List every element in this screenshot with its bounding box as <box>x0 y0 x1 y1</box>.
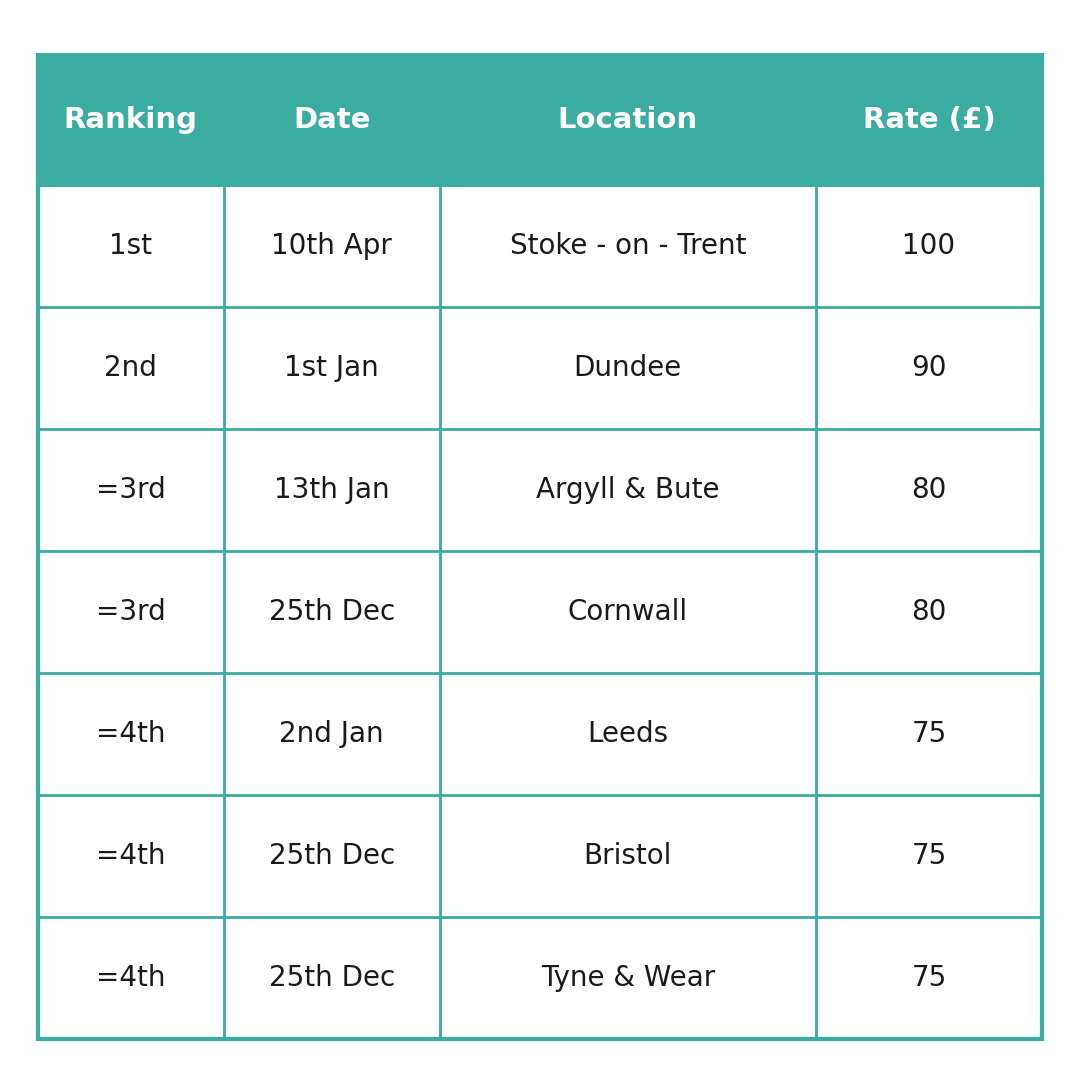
Text: 75: 75 <box>912 964 947 993</box>
Text: 100: 100 <box>903 232 956 260</box>
Text: 80: 80 <box>912 476 947 504</box>
Text: 75: 75 <box>912 842 947 870</box>
Text: Rate (£): Rate (£) <box>863 106 996 134</box>
Text: Leeds: Leeds <box>588 720 669 748</box>
Text: Date: Date <box>293 106 370 134</box>
Bar <box>38 917 1042 1039</box>
Text: 13th Jan: 13th Jan <box>274 476 390 504</box>
Text: =4th: =4th <box>96 842 165 870</box>
Text: 2nd Jan: 2nd Jan <box>280 720 384 748</box>
Text: Stoke - on - Trent: Stoke - on - Trent <box>510 232 746 260</box>
Text: Cornwall: Cornwall <box>568 598 688 626</box>
Bar <box>38 673 1042 795</box>
Text: 10th Apr: 10th Apr <box>271 232 392 260</box>
Text: 2nd: 2nd <box>105 354 158 382</box>
Text: 1st: 1st <box>109 232 152 260</box>
Text: =4th: =4th <box>96 964 165 993</box>
Text: =3rd: =3rd <box>96 476 165 504</box>
Text: 25th Dec: 25th Dec <box>269 842 395 870</box>
Text: Location: Location <box>557 106 698 134</box>
Text: Ranking: Ranking <box>64 106 198 134</box>
Text: 25th Dec: 25th Dec <box>269 598 395 626</box>
Bar <box>38 795 1042 917</box>
Text: Argyll & Bute: Argyll & Bute <box>536 476 719 504</box>
Text: =3rd: =3rd <box>96 598 165 626</box>
Text: 75: 75 <box>912 720 947 748</box>
Text: 1st Jan: 1st Jan <box>284 354 379 382</box>
Bar <box>38 307 1042 429</box>
Bar <box>38 551 1042 673</box>
Bar <box>38 185 1042 307</box>
Text: 80: 80 <box>912 598 947 626</box>
Bar <box>38 55 1042 185</box>
Text: =4th: =4th <box>96 720 165 748</box>
Bar <box>38 429 1042 551</box>
Text: Bristol: Bristol <box>583 842 672 870</box>
Text: 90: 90 <box>912 354 947 382</box>
Text: Tyne & Wear: Tyne & Wear <box>541 964 715 993</box>
Text: 25th Dec: 25th Dec <box>269 964 395 993</box>
Text: Dundee: Dundee <box>573 354 681 382</box>
